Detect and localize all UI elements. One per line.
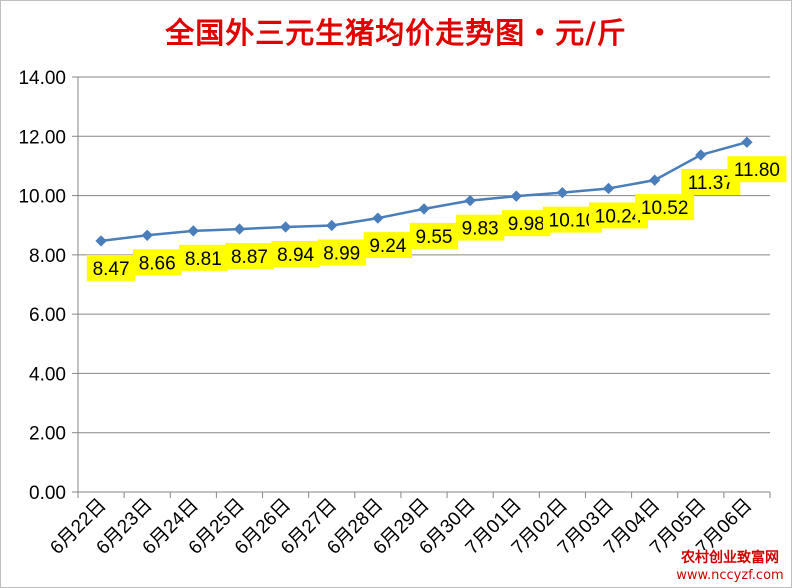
data-label: 9.55 [416, 227, 453, 248]
watermark-name: 农村创业致富网 [674, 550, 786, 567]
data-label-bg [363, 232, 413, 259]
data-label: 9.98 [508, 214, 545, 235]
data-label-bg [133, 249, 182, 276]
data-label: 11.80 [734, 160, 780, 181]
data-point [279, 221, 292, 233]
y-tick-label: 2.00 [29, 424, 66, 445]
data-label: 8.94 [277, 245, 314, 266]
x-axis: 6月22日6月23日6月24日6月25日6月26日6月27日6月28日6月29日… [46, 491, 771, 559]
data-point [556, 186, 569, 199]
data-point [187, 225, 199, 237]
y-tick-label: 6.00 [29, 305, 66, 326]
data-label-bg [317, 239, 366, 266]
data-label: 8.66 [139, 253, 176, 274]
data-point [326, 219, 338, 232]
data-point [602, 182, 615, 195]
data-label-bg [635, 194, 695, 221]
data-point [649, 174, 661, 186]
data-label: 8.47 [93, 259, 130, 280]
watermark-logo: 农村创业致富网 www.nccyzf.com [674, 550, 786, 584]
data-point [695, 149, 707, 161]
data-label: 11.37 [688, 173, 734, 194]
data-label-bg [727, 156, 787, 183]
data-label: 10.10 [549, 211, 597, 232]
data-label-bg [502, 210, 551, 237]
y-tick-label: 14.00 [18, 68, 66, 89]
y-tick-label: 0.00 [29, 483, 66, 504]
data-point [418, 203, 430, 215]
watermark-url: www.nccyzf.com [674, 567, 786, 584]
data-point [741, 136, 753, 148]
y-tick-label: 8.00 [29, 246, 66, 267]
data-point [510, 190, 522, 202]
data-label: 8.87 [231, 247, 268, 268]
data-label-bg [409, 222, 459, 249]
data-point [233, 223, 246, 235]
data-point [464, 194, 476, 207]
data-label-bg [179, 244, 228, 271]
data-label: 10.24 [595, 206, 643, 227]
gridlines [78, 76, 770, 434]
data-label: 9.83 [462, 219, 499, 240]
data-labels: 8.47 8.66 8.81 8.87 8.94 8.99 9.24 9.55 9.83 9.98… [86, 156, 787, 281]
chart-title: 全国外三元生猪均价走势图・元/斤 [165, 16, 627, 50]
data-label-bg [225, 243, 274, 270]
data-label-bg [271, 240, 320, 267]
series-line [95, 136, 753, 247]
data-label-bg [86, 254, 136, 281]
data-label: 10.52 [641, 198, 689, 219]
y-axis: 0.00 2.00 4.00 6.00 8.00 10.00 12.00 14.00 [18, 68, 79, 504]
data-point [372, 212, 384, 224]
data-point [141, 229, 153, 241]
data-label: 9.24 [369, 236, 406, 257]
y-tick-label: 4.00 [29, 364, 66, 385]
data-point [95, 235, 107, 247]
y-tick-label: 10.00 [18, 187, 66, 208]
data-label-bg [455, 214, 505, 241]
data-label: 8.81 [185, 249, 222, 270]
y-tick-label: 12.00 [18, 127, 66, 148]
data-label: 8.99 [323, 244, 360, 265]
